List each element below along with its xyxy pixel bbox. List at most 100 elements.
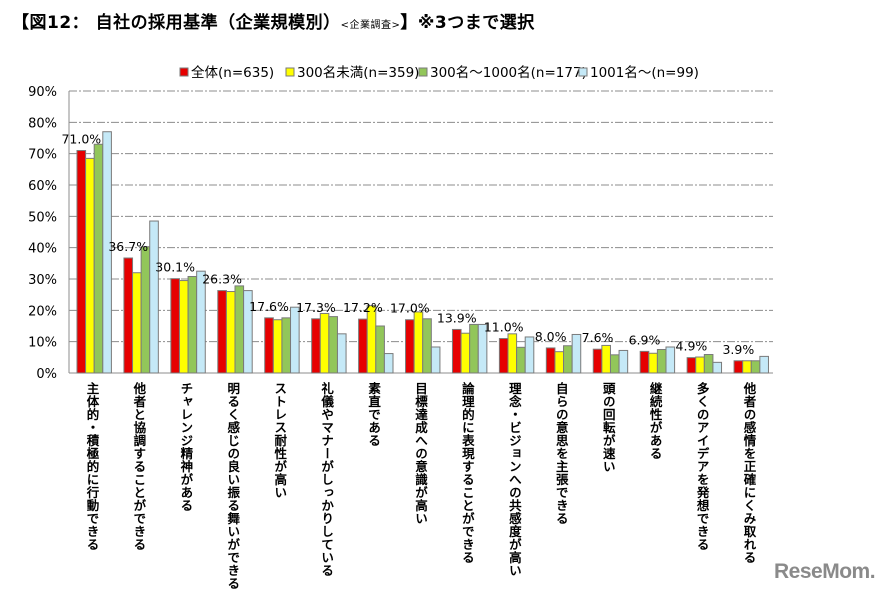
category-label: ストレス耐性が高い xyxy=(272,382,288,499)
bar-3 xyxy=(93,143,104,374)
data-label: 3.9% xyxy=(722,342,754,357)
bar-3 xyxy=(516,346,526,374)
bar-4 xyxy=(618,349,629,374)
bar-4 xyxy=(477,323,488,374)
category-label: 論理的に表現することができる xyxy=(459,382,475,564)
y-tick-label: 80% xyxy=(28,116,57,131)
bar-2 xyxy=(366,305,377,374)
bar-3 xyxy=(750,360,761,374)
category-label: 多くのアイデアを発想できる xyxy=(694,382,710,551)
legend-entry-4: 1001名～(n=99) xyxy=(590,65,699,81)
chart-title: 【図12： 自社の採用基準（企業規模別）<企業調査>】※3つまで選択 xyxy=(12,8,535,33)
bar-2 xyxy=(413,311,424,374)
category-label: 明るく感じの良い振る舞いができる xyxy=(225,382,241,590)
data-label: 17.0% xyxy=(390,301,430,316)
bar-2 xyxy=(178,280,189,374)
legend-swatch-1 xyxy=(179,67,189,77)
bar-4 xyxy=(290,306,300,374)
legend-swatch-2 xyxy=(285,67,295,77)
legend-swatch-3 xyxy=(418,67,428,77)
bar-1 xyxy=(545,347,556,374)
data-label: 26.3% xyxy=(202,272,242,287)
bar-1 xyxy=(311,318,321,374)
bar-2 xyxy=(85,157,95,374)
category-label: 頭の回転が速い xyxy=(600,382,616,473)
y-tick-label: 70% xyxy=(28,148,57,163)
bar-1 xyxy=(639,350,650,374)
bar-1 xyxy=(358,318,368,374)
category-label: 継続性がある xyxy=(647,382,663,460)
y-tick-label: 20% xyxy=(28,304,57,319)
bar-1 xyxy=(76,150,87,374)
category-label: 礼儀やマナーがしっかりしている xyxy=(319,382,335,577)
resemom-logo: ReseMom. xyxy=(774,560,876,583)
bar-2 xyxy=(507,333,518,374)
title-sub: <企業調査> xyxy=(340,20,401,31)
title-suffix: 】※3つまで選択 xyxy=(400,13,535,33)
bar-1 xyxy=(686,357,697,374)
data-label: 4.9% xyxy=(676,339,708,354)
bar-1 xyxy=(592,348,603,374)
bar-3 xyxy=(281,317,292,374)
bar-3 xyxy=(234,285,245,374)
category-label: 理念・ビジョンへの共感度が高い xyxy=(506,382,522,577)
bar-2 xyxy=(319,312,330,374)
data-label: 17.6% xyxy=(249,299,289,314)
data-label: 13.9% xyxy=(437,310,477,325)
data-label: 6.9% xyxy=(629,332,661,347)
bar-2 xyxy=(132,272,142,374)
data-label: 30.1% xyxy=(155,260,195,275)
y-tick-label: 50% xyxy=(28,210,57,225)
bar-4 xyxy=(524,336,535,374)
bar-1 xyxy=(498,338,509,374)
y-tick-label: 10% xyxy=(28,336,57,351)
bar-1 xyxy=(733,360,744,374)
data-label: 8.0% xyxy=(535,329,567,344)
bar-3 xyxy=(703,354,714,374)
bar-3 xyxy=(469,323,479,374)
data-label: 7.6% xyxy=(582,330,614,345)
bar-1 xyxy=(451,328,462,374)
bar-2 xyxy=(695,356,705,374)
bar-1 xyxy=(170,278,180,374)
category-label: チャレンジ精神がある xyxy=(178,382,194,512)
y-tick-label: 30% xyxy=(28,273,57,288)
bar-4 xyxy=(665,346,676,374)
y-tick-label: 60% xyxy=(28,179,57,194)
data-label: 17.2% xyxy=(343,300,383,315)
bar-4 xyxy=(759,355,769,374)
bar-3 xyxy=(375,325,385,374)
category-label: 主体的・積極的に行動できる xyxy=(84,382,100,551)
bar-3 xyxy=(328,316,338,374)
legend-swatch-4 xyxy=(578,67,588,77)
bar-4 xyxy=(383,353,394,374)
bar-1 xyxy=(217,290,227,374)
bar-4 xyxy=(196,270,206,374)
bar-4 xyxy=(336,333,347,374)
title-main: 【図12： 自社の採用基準（企業規模別） xyxy=(12,13,341,33)
bar-2 xyxy=(272,319,283,374)
y-tick-label: 40% xyxy=(28,242,57,257)
data-label: 36.7% xyxy=(108,239,148,254)
category-label: 自らの意思を主張できる xyxy=(553,382,569,525)
data-label: 11.0% xyxy=(484,320,524,335)
bar-2 xyxy=(460,332,471,374)
bar-4 xyxy=(571,333,582,374)
bar-2 xyxy=(554,351,565,374)
data-label: 71.0% xyxy=(61,132,101,147)
bar-2 xyxy=(601,344,611,374)
bar-1 xyxy=(123,257,134,374)
bar-4 xyxy=(712,361,723,374)
legend-entry-1: 全体(n=635) xyxy=(191,64,274,81)
bar-2 xyxy=(742,360,752,374)
bar-3 xyxy=(656,349,667,374)
bar-4 xyxy=(149,220,159,374)
bar-4 xyxy=(430,346,441,374)
legend-entry-3: 300名～1000名(n=177) xyxy=(430,65,587,81)
bar-3 xyxy=(140,246,151,374)
bar-4 xyxy=(243,290,253,374)
bar-2 xyxy=(225,291,236,374)
bar-3 xyxy=(422,318,432,374)
legend-entry-2: 300名未満(n=359) xyxy=(297,65,419,81)
